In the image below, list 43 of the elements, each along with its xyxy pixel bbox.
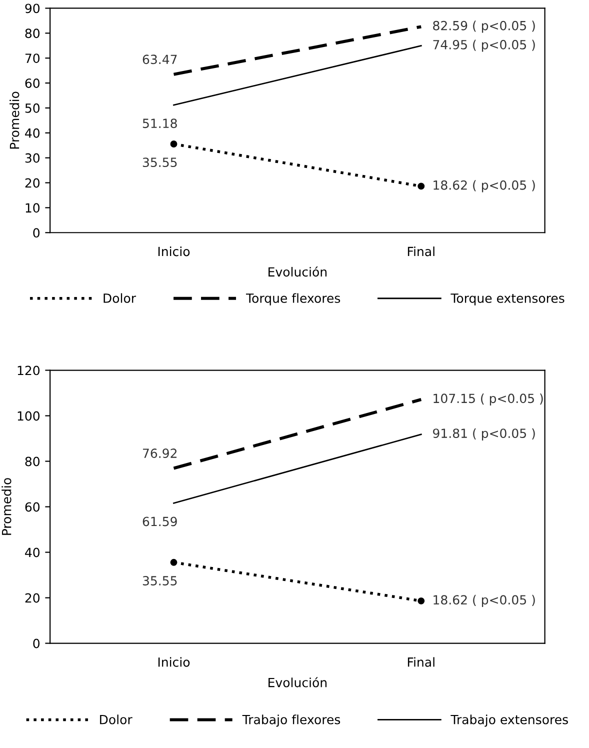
y-tick-label: 0 xyxy=(33,638,40,648)
y-axis-title: Promedio xyxy=(2,478,12,535)
data-label: 51.18 xyxy=(142,118,177,128)
x-tick-label: Inicio xyxy=(158,246,190,256)
data-label: 91.81 ( p<0.05 ) xyxy=(433,428,535,440)
y-tick-label: 30 xyxy=(25,153,40,163)
data-label: 107.15 ( p<0.05 ) xyxy=(434,393,543,406)
y-tick-label: 50 xyxy=(25,103,40,113)
data-label: 18.62 ( p<0.05 ) xyxy=(434,594,535,607)
legend-label: Torque extensores xyxy=(450,294,564,306)
y-tick-label: 20 xyxy=(25,178,40,188)
legend-label: Trabajo extensores xyxy=(450,714,568,727)
legend-label: Dolor xyxy=(100,714,132,724)
y-tick-label: 120 xyxy=(18,366,40,376)
data-label: 61.59 xyxy=(142,516,177,526)
x-tick-label: Final xyxy=(408,657,434,667)
y-tick-label: 10 xyxy=(26,203,40,213)
y-tick-label: 20 xyxy=(25,593,40,603)
data-label: 76.92 xyxy=(143,448,177,458)
data-label: 63.47 xyxy=(142,54,177,64)
x-tick-label: Final xyxy=(408,246,434,256)
data-label: 82.59 ( p<0.05 ) xyxy=(433,20,535,33)
y-tick-label: 80 xyxy=(25,456,40,466)
y-tick-label: 60 xyxy=(25,78,40,88)
y-tick-label: 100 xyxy=(18,411,40,421)
y-tick-label: 40 xyxy=(25,128,40,138)
data-label: 74.95 ( p<0.05 ) xyxy=(433,40,535,52)
x-axis-title: Evolución xyxy=(268,266,327,277)
y-tick-label: 70 xyxy=(25,54,40,64)
legend-label: Trabajo flexores xyxy=(242,714,340,727)
legend-label: Torque flexores xyxy=(246,293,340,306)
x-axis-title: Evolución xyxy=(268,677,327,688)
data-label: 18.62 ( p<0.05 ) xyxy=(434,180,535,192)
y-tick-label: 0 xyxy=(33,228,40,238)
y-tick-label: 40 xyxy=(25,548,40,558)
y-tick-label: 80 xyxy=(25,28,40,38)
y-tick-label: 90 xyxy=(25,4,40,14)
data-label: 35.55 xyxy=(142,158,177,168)
y-axis-title: Promedio xyxy=(10,92,20,149)
y-tick-label: 60 xyxy=(25,502,40,512)
legend-label: Dolor xyxy=(104,293,136,303)
data-label: 35.55 xyxy=(142,576,177,586)
x-tick-label: Inicio xyxy=(158,657,190,667)
